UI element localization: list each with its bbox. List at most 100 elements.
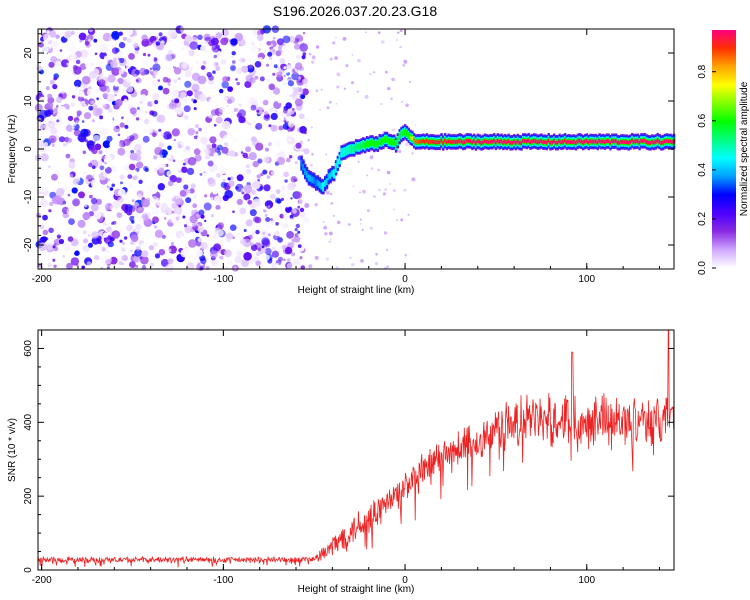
noise-blob	[221, 146, 229, 154]
noise-blob	[152, 63, 161, 72]
ridge-cell	[640, 138, 643, 143]
noise-blob	[283, 171, 289, 178]
noise-blob	[171, 128, 180, 137]
ridge-cell	[360, 143, 363, 148]
noise-blob	[231, 55, 234, 59]
noise-blob	[199, 160, 207, 168]
noise-blob	[248, 64, 253, 69]
noise-blob	[191, 98, 195, 102]
noise-blob	[226, 104, 229, 108]
noise-blob	[165, 263, 174, 273]
noise-blob	[298, 197, 306, 205]
noise-blob	[241, 58, 246, 63]
noise-blob	[255, 229, 260, 235]
noise-blob	[87, 234, 91, 237]
noise-blob	[172, 89, 180, 97]
noise-blob	[262, 99, 269, 106]
noise-blob	[83, 238, 89, 244]
noise-blob	[228, 180, 235, 187]
ridge-cell	[394, 143, 398, 147]
noise-blob	[182, 162, 186, 166]
ridge-cell	[436, 140, 440, 145]
noise-blob	[261, 248, 267, 253]
noise-speck	[375, 252, 378, 256]
ridge-cell	[427, 140, 430, 145]
noise-blob	[126, 224, 133, 232]
ridge-cell	[322, 184, 325, 189]
noise-blob	[239, 122, 247, 130]
noise-blob	[283, 258, 286, 261]
noise-blob	[39, 96, 47, 104]
ridge-cell	[440, 138, 443, 143]
x-tick-label: 0	[402, 575, 408, 586]
noise-blob	[194, 80, 199, 85]
noise-speck	[367, 209, 370, 213]
ridge-cell	[480, 141, 483, 145]
noise-blob	[104, 165, 108, 169]
noise-blob	[93, 104, 98, 109]
noise-blob	[47, 93, 53, 99]
noise-blob	[107, 241, 114, 248]
noise-blob	[78, 191, 85, 199]
noise-blob	[152, 216, 159, 224]
noise-blob	[197, 75, 207, 85]
noise-speck	[330, 202, 334, 205]
ridge-cell	[305, 172, 309, 177]
noise-blob	[159, 154, 163, 159]
noise-blob	[143, 118, 150, 125]
noise-blob	[180, 249, 189, 258]
y-tick-label: 600	[23, 340, 34, 357]
noise-blob	[221, 95, 229, 103]
noise-blob	[227, 177, 231, 181]
noise-blob	[287, 80, 294, 87]
noise-blob	[245, 219, 253, 227]
noise-blob	[232, 236, 235, 239]
noise-blob	[111, 183, 115, 188]
noise-blob	[82, 230, 87, 235]
noise-blob	[290, 241, 295, 246]
noise-blob	[275, 230, 280, 236]
noise-blob	[219, 88, 224, 94]
noise-blob	[109, 237, 113, 241]
noise-blob	[282, 223, 289, 229]
snr-frame	[37, 329, 675, 571]
noise-blob	[154, 100, 159, 105]
noise-blob	[215, 116, 223, 124]
noise-blob	[252, 160, 259, 168]
noise-blob	[130, 234, 139, 242]
noise-blob	[66, 155, 70, 159]
ridge-cell	[576, 139, 579, 144]
noise-blob	[252, 221, 257, 226]
noise-blob	[90, 179, 100, 188]
ridge-cell	[662, 140, 665, 145]
noise-blob	[99, 115, 104, 120]
noise-blob	[282, 212, 290, 220]
noise-blob	[85, 61, 92, 69]
noise-blob	[114, 93, 117, 97]
noise-blob	[125, 119, 131, 126]
ridge-cell	[651, 140, 654, 144]
noise-blob	[90, 100, 95, 105]
noise-blob	[183, 105, 191, 113]
ridge-cell	[473, 139, 476, 144]
noise-blob	[164, 46, 168, 50]
noise-blob	[102, 232, 109, 238]
noise-blob	[171, 197, 177, 202]
ridge-cell	[669, 139, 672, 144]
noise-blob	[98, 159, 103, 165]
noise-blob	[141, 250, 149, 258]
ridge-cell	[587, 140, 590, 145]
x-tick-label: -200	[32, 575, 52, 586]
y-tick-label: -20	[23, 237, 34, 252]
noise-blob	[178, 204, 182, 208]
noise-blob	[277, 67, 282, 71]
noise-blob	[91, 119, 95, 123]
noise-blob	[297, 205, 301, 209]
noise-blob	[120, 246, 129, 255]
noise-speck	[325, 257, 330, 261]
noise-speck	[362, 189, 366, 194]
noise-speck	[323, 225, 328, 230]
ridge-cell	[518, 140, 521, 145]
noise-blob	[229, 76, 238, 85]
noise-blob	[275, 97, 280, 102]
